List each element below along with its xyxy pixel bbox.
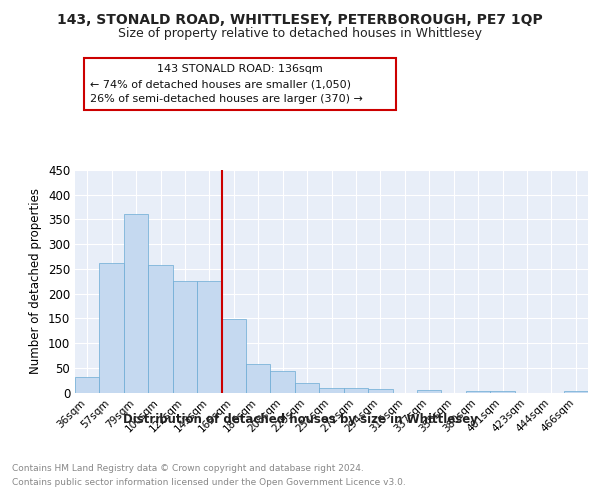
Bar: [295, 383, 319, 392]
Text: Size of property relative to detached houses in Whittlesey: Size of property relative to detached ho…: [118, 28, 482, 40]
Bar: [148, 265, 173, 392]
Bar: [173, 281, 197, 392]
Bar: [75, 377, 100, 392]
Bar: [417, 390, 442, 392]
Text: 143 STONALD ROAD: 136sqm: 143 STONALD ROAD: 136sqm: [157, 64, 323, 74]
Text: Contains public sector information licensed under the Open Government Licence v3: Contains public sector information licen…: [12, 478, 406, 487]
Bar: [563, 390, 588, 392]
Bar: [246, 364, 271, 392]
Bar: [319, 388, 344, 392]
Bar: [344, 388, 368, 392]
Text: Contains HM Land Registry data © Crown copyright and database right 2024.: Contains HM Land Registry data © Crown c…: [12, 464, 364, 473]
Bar: [490, 390, 515, 392]
Bar: [197, 281, 221, 392]
Bar: [466, 390, 490, 392]
Text: Distribution of detached houses by size in Whittlesey: Distribution of detached houses by size …: [122, 412, 478, 426]
Text: 26% of semi-detached houses are larger (370) →: 26% of semi-detached houses are larger (…: [90, 94, 363, 104]
Bar: [100, 264, 124, 392]
Y-axis label: Number of detached properties: Number of detached properties: [29, 188, 43, 374]
Bar: [124, 214, 148, 392]
Bar: [368, 389, 392, 392]
Bar: [221, 320, 246, 392]
Bar: [271, 370, 295, 392]
Text: ← 74% of detached houses are smaller (1,050): ← 74% of detached houses are smaller (1,…: [90, 80, 351, 90]
Text: 143, STONALD ROAD, WHITTLESEY, PETERBOROUGH, PE7 1QP: 143, STONALD ROAD, WHITTLESEY, PETERBORO…: [57, 12, 543, 26]
